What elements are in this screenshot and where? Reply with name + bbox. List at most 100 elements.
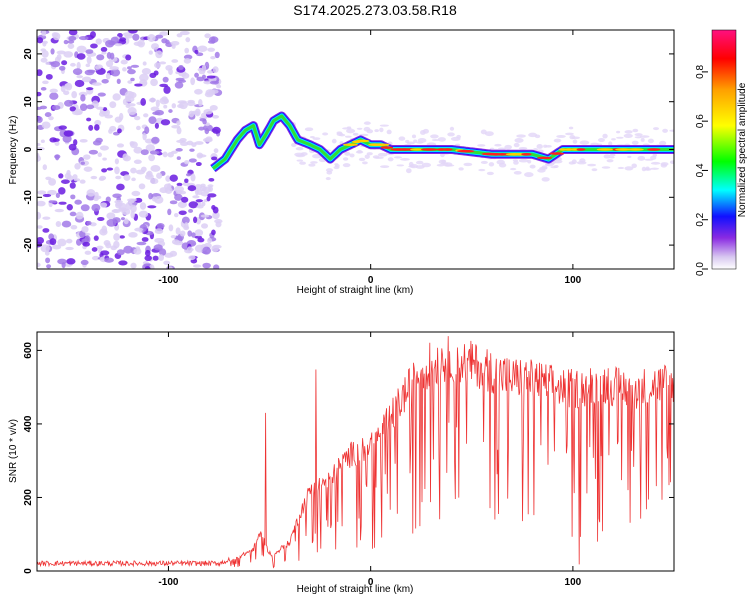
spectrogram-noise-blob <box>57 238 67 247</box>
spectrogram-noise-blob <box>92 82 102 86</box>
spectrogram-noise-blob <box>112 93 121 101</box>
spectrogram-halo-blob <box>660 162 669 166</box>
spectrogram-noise-blob <box>185 37 191 43</box>
spectrogram-noise-blob <box>188 255 196 261</box>
spectrogram-noise-blob <box>66 204 73 211</box>
spectrogram-noise-blob <box>79 179 86 184</box>
spectrogram-halo-blob <box>408 165 416 168</box>
spectrogram-noise-blob <box>190 173 196 182</box>
spectrogram-noise-blob <box>50 61 61 68</box>
spectrogram-halo-blob <box>653 127 659 131</box>
spectrogram-noise-blob <box>158 254 165 262</box>
spectrogram-noise-blob <box>85 63 91 68</box>
spectrogram-noise-blob <box>37 225 43 229</box>
spectrogram-halo-blob <box>326 170 333 175</box>
spectrogram-noise-blob <box>207 237 213 244</box>
spectrogram-noise-blob <box>54 140 60 146</box>
spectrogram-halo-blob <box>602 133 608 139</box>
spectrogram-noise-blob <box>81 76 92 83</box>
spectrogram-halo-blob <box>420 129 426 135</box>
spectrogram-noise-blob <box>140 166 147 172</box>
spectrogram-noise-blob <box>97 216 105 221</box>
spectrogram-halo-blob <box>568 161 575 165</box>
spectrogram-halo-blob <box>553 165 559 168</box>
spectrogram-noise-blob <box>69 211 77 217</box>
spectrogram-noise-blob <box>188 110 195 118</box>
spectrogram-noise-blob <box>134 115 141 121</box>
spectrogram-noise-blob <box>209 80 219 85</box>
spectrogram-noise-blob <box>133 159 142 164</box>
spectrogram-halo-blob <box>527 159 532 164</box>
spectrogram-noise-blob <box>194 229 204 237</box>
spectrogram-halo-blob <box>639 135 650 138</box>
spectrogram-noise-blob <box>211 229 216 236</box>
spectrogram-halo-blob <box>358 157 366 162</box>
spectrogram-noise-blob <box>73 139 78 146</box>
spectrogram-noise-blob <box>42 80 49 85</box>
spectrogram-halo-blob <box>484 131 494 137</box>
spectrogram-noise-blob <box>142 61 147 66</box>
spectrogram-noise-blob <box>49 88 58 93</box>
spectrogram-noise-blob <box>142 132 147 141</box>
spectrogram-halo-blob <box>513 170 522 175</box>
spectrogram-y-tick-label: 10 <box>23 96 34 108</box>
spectrogram-noise-blob <box>159 61 167 65</box>
spectrogram-noise-blob <box>138 183 146 190</box>
spectrogram-noise-blob <box>58 65 66 71</box>
spectrogram-noise-blob <box>171 43 176 49</box>
spectrogram-noise-blob <box>175 227 181 235</box>
spectrogram-halo-blob <box>488 162 495 167</box>
spectrogram-halo-blob <box>477 144 486 147</box>
spectrogram-halo-blob <box>553 138 562 143</box>
spectrogram-halo-blob <box>310 161 318 164</box>
spectrogram-hotspot <box>372 143 390 147</box>
spectrogram-noise-blob <box>178 64 184 71</box>
spectrogram-noise-blob <box>189 148 195 152</box>
spectrogram-halo-blob <box>518 158 529 163</box>
spectrogram-noise-blob <box>171 239 180 245</box>
spectrogram-noise-blob <box>159 31 169 36</box>
spectrogram-noise-blob <box>150 78 158 87</box>
colorbar-tick-label: 0.0 <box>695 262 706 276</box>
spectrogram-noise-blob <box>211 126 221 134</box>
spectrogram-noise-blob <box>65 246 74 251</box>
spectrogram-noise-blob <box>106 51 112 59</box>
spectrogram-noise-blob <box>37 262 41 268</box>
spectrogram-noise-blob <box>208 89 219 94</box>
spectrogram-noise-blob <box>168 109 173 113</box>
spectrogram-noise-blob <box>72 110 83 116</box>
spectrogram-noise-blob <box>127 107 137 116</box>
spectrogram-noise-blob <box>149 178 159 185</box>
spectrogram-noise-blob <box>169 250 178 257</box>
spectrogram-noise-blob <box>115 175 122 180</box>
spectrogram-noise-blob <box>40 48 47 52</box>
spectrogram-hotspot <box>355 139 370 143</box>
spectrogram-noise-blob <box>198 98 203 107</box>
spectrogram-halo-blob <box>300 152 308 156</box>
snr-x-tick-label: 0 <box>368 577 374 588</box>
spectrogram-noise-blob <box>130 210 135 219</box>
spectrogram-noise-blob <box>151 136 160 144</box>
spectrogram-noise-blob <box>174 81 184 89</box>
spectrogram-halo-blob <box>504 144 512 150</box>
spectrogram-noise-blob <box>67 43 75 49</box>
spectrogram-noise-blob <box>122 67 127 72</box>
spectrogram-noise-blob <box>181 72 190 79</box>
spectrogram-halo-blob <box>374 129 379 133</box>
spectrogram-noise-blob <box>177 100 188 104</box>
colorbar-gradient <box>711 29 737 270</box>
spectrogram-noise-blob <box>80 259 89 266</box>
spectrogram-halo-blob <box>344 135 352 138</box>
spectrogram-halo-blob <box>406 168 412 174</box>
spectrogram-noise-blob <box>74 199 82 205</box>
spectrogram-noise-blob <box>141 237 149 242</box>
spectrogram-halo-blob <box>662 128 668 133</box>
spectrogram-noise-blob <box>184 160 190 165</box>
spectrogram-halo-blob <box>396 164 405 167</box>
spectrogram-noise-blob <box>68 30 78 36</box>
spectrogram-y-tick-label: -10 <box>23 190 34 205</box>
snr-x-tick-label: -100 <box>158 577 178 588</box>
spectrogram-noise-blob <box>71 90 78 99</box>
spectrogram-hotspot <box>576 148 586 151</box>
